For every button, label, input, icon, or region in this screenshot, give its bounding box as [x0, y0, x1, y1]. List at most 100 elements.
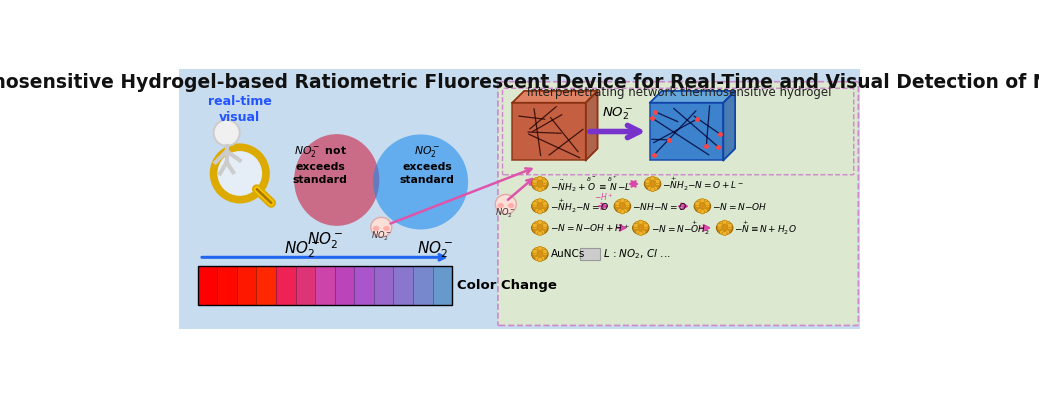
- Bar: [650, 103, 723, 160]
- Ellipse shape: [703, 200, 708, 204]
- Ellipse shape: [722, 220, 727, 224]
- Ellipse shape: [542, 250, 548, 254]
- Ellipse shape: [638, 220, 643, 224]
- Ellipse shape: [700, 199, 704, 203]
- Ellipse shape: [724, 230, 729, 234]
- Ellipse shape: [537, 231, 542, 236]
- Polygon shape: [650, 91, 736, 103]
- Bar: [217, 267, 237, 304]
- Text: $NO_2^-$: $NO_2^-$: [496, 207, 516, 220]
- Ellipse shape: [535, 186, 540, 191]
- Ellipse shape: [532, 221, 549, 234]
- Bar: [276, 267, 296, 304]
- Bar: [257, 267, 276, 304]
- Ellipse shape: [532, 223, 537, 228]
- Ellipse shape: [534, 178, 539, 182]
- Bar: [354, 267, 374, 304]
- Ellipse shape: [542, 181, 548, 185]
- Text: $NO_2^-$
exceeds
standard: $NO_2^-$ exceeds standard: [400, 144, 455, 185]
- Circle shape: [217, 150, 263, 196]
- Ellipse shape: [540, 200, 545, 204]
- Ellipse shape: [725, 221, 730, 226]
- Text: $-N{=}N{-}OH$: $-N{=}N{-}OH$: [712, 201, 768, 212]
- Text: Color Change: Color Change: [457, 279, 557, 292]
- Ellipse shape: [720, 230, 724, 234]
- FancyBboxPatch shape: [498, 82, 858, 326]
- Ellipse shape: [700, 210, 704, 214]
- Ellipse shape: [542, 223, 548, 228]
- Ellipse shape: [540, 209, 544, 213]
- Bar: [581, 248, 601, 260]
- Bar: [374, 267, 394, 304]
- Ellipse shape: [537, 176, 542, 181]
- Ellipse shape: [624, 201, 630, 206]
- Ellipse shape: [652, 186, 658, 191]
- Ellipse shape: [532, 225, 537, 229]
- Ellipse shape: [617, 200, 621, 204]
- Ellipse shape: [373, 226, 379, 231]
- Ellipse shape: [695, 201, 700, 206]
- Text: real-time
visual: real-time visual: [208, 95, 271, 124]
- Ellipse shape: [697, 209, 702, 213]
- Ellipse shape: [532, 179, 537, 183]
- Circle shape: [214, 120, 240, 146]
- Text: Interpenetrating network thermosensitive hydrogel: Interpenetrating network thermosensitive…: [527, 86, 831, 99]
- Ellipse shape: [537, 187, 542, 192]
- Ellipse shape: [722, 231, 727, 236]
- Ellipse shape: [508, 203, 514, 208]
- Text: $NO_2^-$: $NO_2^-$: [285, 239, 321, 260]
- Polygon shape: [586, 91, 597, 160]
- Text: $-\overset{+}{N}H_2{-}N{=}O$: $-\overset{+}{N}H_2{-}N{=}O$: [550, 197, 609, 215]
- Ellipse shape: [704, 203, 710, 208]
- Text: $NO_2^-$: $NO_2^-$: [371, 230, 392, 243]
- Ellipse shape: [534, 200, 539, 204]
- Ellipse shape: [636, 230, 641, 234]
- Ellipse shape: [532, 181, 537, 185]
- Ellipse shape: [540, 256, 544, 261]
- Ellipse shape: [498, 203, 504, 208]
- Ellipse shape: [532, 250, 537, 254]
- Ellipse shape: [532, 203, 537, 208]
- Ellipse shape: [635, 221, 640, 226]
- Ellipse shape: [704, 201, 710, 206]
- Ellipse shape: [634, 225, 638, 229]
- Text: $-H^+$: $-H^+$: [594, 191, 614, 203]
- Ellipse shape: [540, 248, 545, 252]
- Ellipse shape: [645, 181, 650, 185]
- Ellipse shape: [645, 179, 650, 183]
- Ellipse shape: [695, 203, 700, 208]
- Ellipse shape: [702, 209, 708, 213]
- Ellipse shape: [644, 177, 661, 191]
- Ellipse shape: [623, 200, 628, 204]
- Ellipse shape: [624, 203, 630, 208]
- Ellipse shape: [496, 194, 516, 214]
- Ellipse shape: [294, 134, 379, 226]
- Ellipse shape: [634, 223, 638, 228]
- Polygon shape: [723, 91, 736, 160]
- Ellipse shape: [540, 221, 545, 226]
- Text: AuNCs: AuNCs: [551, 249, 585, 259]
- Ellipse shape: [615, 203, 620, 208]
- Bar: [296, 267, 316, 304]
- Ellipse shape: [694, 199, 711, 213]
- Bar: [394, 267, 414, 304]
- Ellipse shape: [532, 247, 549, 261]
- Ellipse shape: [655, 181, 660, 185]
- Ellipse shape: [697, 200, 701, 204]
- Ellipse shape: [383, 226, 390, 231]
- Text: $-NH{-}N{=}O$: $-NH{-}N{=}O$: [633, 201, 688, 212]
- Bar: [335, 267, 354, 304]
- Bar: [237, 267, 257, 304]
- Ellipse shape: [717, 225, 722, 229]
- Polygon shape: [512, 91, 597, 103]
- Ellipse shape: [643, 225, 648, 229]
- Ellipse shape: [622, 209, 628, 213]
- Ellipse shape: [540, 230, 544, 234]
- Ellipse shape: [532, 199, 549, 213]
- Ellipse shape: [727, 223, 732, 228]
- Ellipse shape: [614, 199, 631, 213]
- Text: Thermosensitive Hydrogel-based Ratiometric Fluorescent Device for Real-Time and : Thermosensitive Hydrogel-based Ratiometr…: [0, 72, 1039, 92]
- Ellipse shape: [537, 210, 542, 214]
- Bar: [432, 267, 452, 304]
- Ellipse shape: [620, 210, 624, 214]
